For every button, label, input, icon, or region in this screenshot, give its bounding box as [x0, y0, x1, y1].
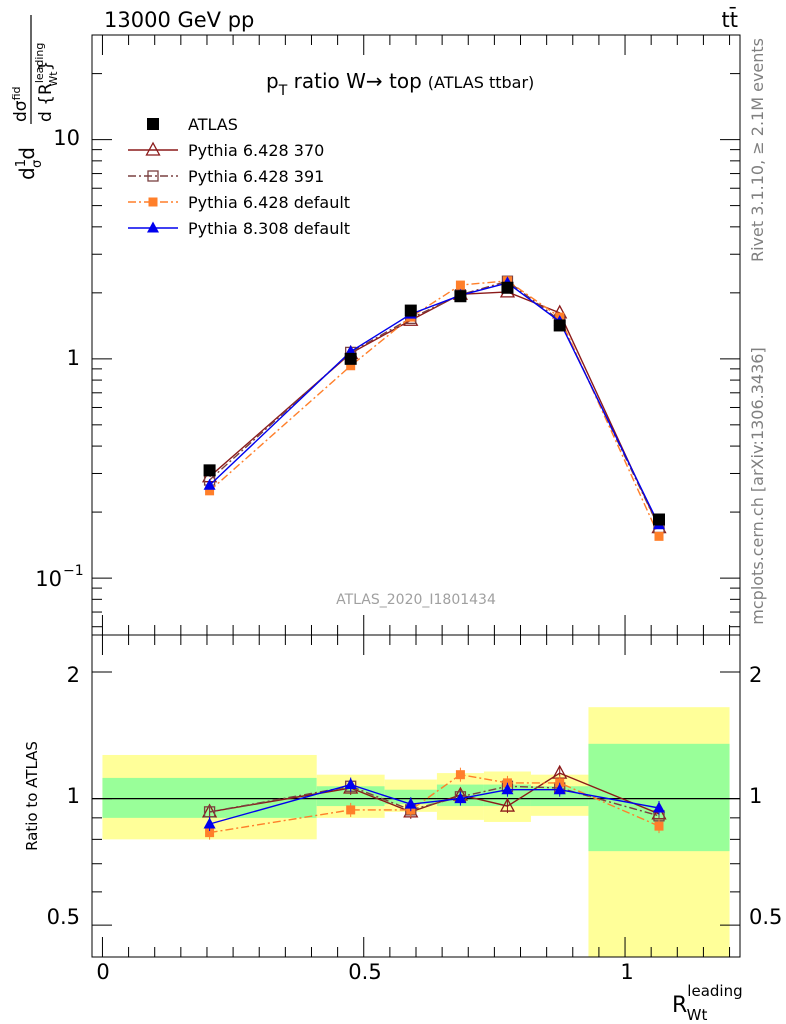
series-line-py370 [209, 291, 660, 528]
xtick-label-0p5: 0.5 [348, 960, 381, 984]
ratio-band-inner [588, 743, 730, 852]
ratio-marker-pydef [205, 828, 215, 838]
ratio-ytick-1-right: 1 [749, 784, 762, 808]
legend-label-atlas: ATLAS [188, 115, 238, 134]
rivet-label: Rivet 3.1.10, ≥ 2.1M events [748, 38, 767, 262]
marker-atlas [454, 290, 467, 303]
legend-marker-py391 [147, 170, 159, 182]
legend: ATLAS Pythia 6.428 370 Pythia 6.428 391 … [128, 115, 350, 238]
main-title: pT ratio W→ top (ATLAS ttbar) [266, 69, 534, 99]
marker-pydef [654, 531, 664, 541]
main-title-p: p [266, 69, 279, 93]
ratio-marker-py8 [404, 797, 417, 809]
ylabel-d: d [15, 167, 39, 180]
ylabel-brace: } [36, 61, 56, 72]
legend-label-pydef: Pythia 6.428 default [188, 193, 350, 212]
ratio-ytick-2-right: 2 [749, 663, 762, 687]
ratio-marker-py391 [203, 806, 216, 818]
marker-pydef [205, 486, 215, 496]
ratio-panel: 2 1 0.5 2 1 0.5 Ratio to ATLAS 0 0.5 1 R… [23, 634, 782, 1024]
ratio-marker-py8 [454, 792, 467, 804]
marker-pydef [346, 361, 356, 371]
ylabel-wt: Wt [47, 71, 60, 87]
ytick-label-0p1-base: 10 [35, 567, 62, 591]
ytick-label-0p1-exp: −1 [63, 563, 84, 579]
ylabel-dR: d {R [36, 83, 56, 122]
xaxis-label-R: R [672, 993, 687, 1018]
legend-label-py370: Pythia 6.428 370 [188, 141, 324, 160]
xaxis-label: Rleading Wt [672, 982, 743, 1024]
svg-text:dσfid: dσfid [10, 87, 31, 123]
series-line-py391 [209, 280, 660, 528]
main-title-small: (ATLAS ttbar) [428, 73, 535, 92]
svg-text:d {RleadingWt}: d {RleadingWt} [33, 43, 60, 122]
legend-marker-pydef [148, 197, 158, 207]
xtick-label-1: 1 [620, 960, 633, 984]
marker-atlas [404, 304, 417, 317]
legend-label-py391: Pythia 6.428 391 [188, 167, 324, 186]
ratio-marker-pydef [346, 805, 356, 815]
ratio-ytick-1: 1 [67, 784, 80, 808]
analysis-watermark: ATLAS_2020_I1801434 [336, 592, 496, 608]
ratio-marker-py8 [344, 778, 357, 790]
legend-label-py8: Pythia 8.308 default [188, 219, 350, 238]
marker-atlas [501, 281, 514, 294]
legend-marker-py370 [145, 141, 161, 156]
ratio-marker-pydef [455, 770, 465, 780]
series-line-pydef [209, 280, 660, 537]
ylabel-dsigma: dσ [11, 100, 31, 122]
main-title-rest: ratio W→ top [287, 69, 422, 93]
ratio-series [201, 764, 667, 840]
ytick-label-10: 10 [53, 126, 80, 150]
marker-pydef [455, 280, 465, 290]
main-ylabel: d1σd dσfid d {RleadingWt} [10, 15, 60, 180]
marker-atlas [553, 319, 566, 332]
ratio-marker-py8 [203, 817, 216, 829]
mcplots-label: mcplots.cern.ch [arXiv:1306.3436] [748, 347, 767, 624]
ratio-marker-py8 [501, 783, 514, 795]
main-series [201, 275, 667, 541]
svg-text:d1σd: d1σd [14, 147, 45, 180]
series-line-py8 [209, 282, 660, 526]
ratio-marker-pydef [654, 821, 664, 831]
xaxis-label-wt: Wt [687, 1006, 708, 1024]
ratio-marker-py370 [499, 797, 516, 812]
energy-label: 13000 GeV pp [104, 8, 254, 32]
marker-py8 [203, 478, 216, 490]
xtick-label-0: 0 [96, 960, 109, 984]
ylabel-d2: d [15, 147, 39, 160]
ylabel-leading: leading [33, 43, 46, 84]
ratio-marker-py8 [653, 801, 665, 813]
marker-atlas [203, 464, 216, 477]
ratio-marker-py8 [553, 783, 566, 795]
ratio-ytick-2: 2 [67, 663, 80, 687]
ytick-label-0p1: 10 [35, 567, 62, 591]
ratio-bands [92, 707, 740, 957]
marker-atlas [653, 513, 665, 526]
process-label: tt̄ [722, 7, 738, 32]
main-ticks [92, 34, 740, 635]
ytick-label-1: 1 [67, 346, 80, 370]
legend-marker-atlas [147, 118, 159, 130]
main-title-sub: T [278, 83, 288, 99]
legend-marker-py8 [147, 221, 159, 233]
ratio-ytick-0p5-right: 0.5 [749, 905, 782, 929]
ratio-ytick-0p5: 0.5 [47, 905, 80, 929]
main-panel: pT ratio W→ top (ATLAS ttbar) ATLAS_2020_… [10, 15, 741, 636]
ylabel-fid: fid [10, 87, 23, 101]
ylabel-sigma: σ [30, 160, 45, 168]
xaxis-label-leading: leading [687, 982, 742, 1000]
ratio-ylabel: Ratio to ATLAS [23, 741, 41, 851]
ratio-ticks [92, 635, 740, 957]
ylabel-frac1: 1 [14, 159, 29, 167]
marker-atlas [344, 352, 357, 365]
